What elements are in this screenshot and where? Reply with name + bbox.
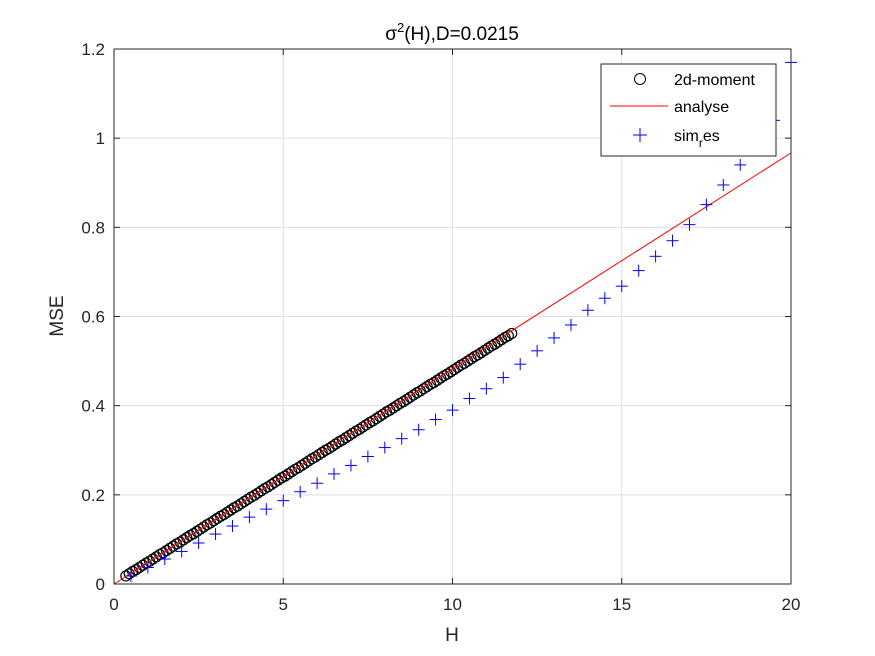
moment-point (225, 504, 237, 516)
sim-point (497, 371, 510, 384)
moment-point (330, 438, 342, 450)
x-tick-label: 20 (782, 595, 801, 614)
moment-point (435, 372, 447, 384)
sim-point (598, 292, 611, 305)
y-tick-label: 0.2 (81, 486, 105, 505)
sim-point (158, 553, 171, 566)
legend-sim-sub: r (699, 136, 703, 150)
sim-point (683, 218, 696, 231)
sim-point (294, 485, 307, 498)
x-tick-label: 0 (109, 595, 118, 614)
chart-title: σ2(H),D=0.0215 (385, 20, 519, 45)
y-tick-label: 1 (96, 129, 105, 148)
sim-point (615, 280, 628, 293)
moment-point (286, 466, 298, 478)
y-tick-label: 0.6 (81, 308, 105, 327)
y-tick-label: 0.4 (81, 397, 105, 416)
sim-point (243, 511, 256, 524)
data-layer (113, 56, 797, 585)
sim-point (311, 477, 324, 490)
y-tick-label: 1.2 (81, 40, 105, 59)
moment-point (123, 568, 135, 580)
sim-point (124, 569, 137, 582)
moment-point (377, 408, 389, 420)
legend-marker-moment (634, 73, 646, 85)
sim-point (581, 304, 594, 317)
title-rest: (H),D=0.0215 (404, 24, 519, 45)
legend-label-analyse: analyse (674, 99, 729, 116)
title-sigma: σ (385, 24, 397, 45)
analyse-line (113, 152, 792, 585)
legend: 2d-moment analyse simres (600, 63, 777, 157)
y-axis-label: MSE (47, 295, 68, 336)
moment-point (482, 342, 494, 354)
sim-point (446, 404, 459, 417)
sim-point (175, 545, 188, 558)
title-superscript: 2 (397, 20, 404, 35)
moment-point (360, 419, 372, 431)
moment-point (316, 446, 328, 459)
legend-sim-rest: es (703, 128, 720, 145)
sim-point (429, 413, 442, 426)
sim-point (734, 158, 747, 171)
y-tick-label: 0 (96, 575, 105, 594)
moment-point (347, 427, 359, 439)
sim-point (564, 318, 577, 331)
moment-point (451, 361, 464, 373)
sim-point (226, 520, 239, 533)
sim-point (141, 561, 154, 574)
sim-point (632, 264, 645, 277)
moment-point (407, 389, 420, 401)
moment-point (303, 455, 315, 467)
x-axis-label: H (445, 625, 459, 646)
sim-point (395, 432, 408, 445)
moment-point (150, 551, 162, 563)
sim-point (344, 459, 357, 472)
sim-point (649, 250, 662, 263)
sim-point (260, 503, 273, 516)
sim-point (328, 467, 341, 480)
moment-point (465, 353, 477, 365)
moment-point (211, 512, 223, 525)
moment-point (421, 380, 433, 393)
y-tick-label: 0.8 (81, 218, 105, 237)
ticks: 0 5 10 15 20 0 0.2 0.4 0.6 0.8 1 1.2 (81, 40, 800, 614)
moment-point (495, 334, 508, 346)
sim-point (700, 198, 713, 211)
legend-marker-sim (633, 128, 647, 142)
sim-point (277, 494, 290, 507)
legend-label-sim: simres (674, 128, 720, 150)
sim-point (548, 331, 561, 344)
x-tick-label: 10 (443, 595, 462, 614)
moment-point (242, 493, 254, 505)
legend-label-moment: 2d-moment (674, 72, 755, 89)
sim-point (531, 344, 544, 357)
sim-point (361, 450, 374, 463)
sim-point (514, 358, 527, 371)
x-tick-label: 15 (612, 595, 631, 614)
sim-point (412, 423, 425, 436)
sim-point (717, 178, 730, 191)
sim-point (666, 234, 679, 247)
moment-point (391, 400, 403, 412)
moment-point (255, 485, 267, 497)
legend-sim-main: sim (674, 128, 699, 145)
sim-point (192, 536, 205, 549)
sim-point (480, 382, 493, 395)
moment-point (272, 474, 284, 486)
moment-point (167, 540, 179, 552)
sim-point (463, 392, 476, 405)
sim-point (209, 528, 222, 541)
moment-point (198, 521, 210, 533)
x-tick-label: 5 (279, 595, 288, 614)
legend-box (600, 63, 777, 157)
sim-point (378, 441, 391, 454)
moment-point (181, 532, 193, 544)
